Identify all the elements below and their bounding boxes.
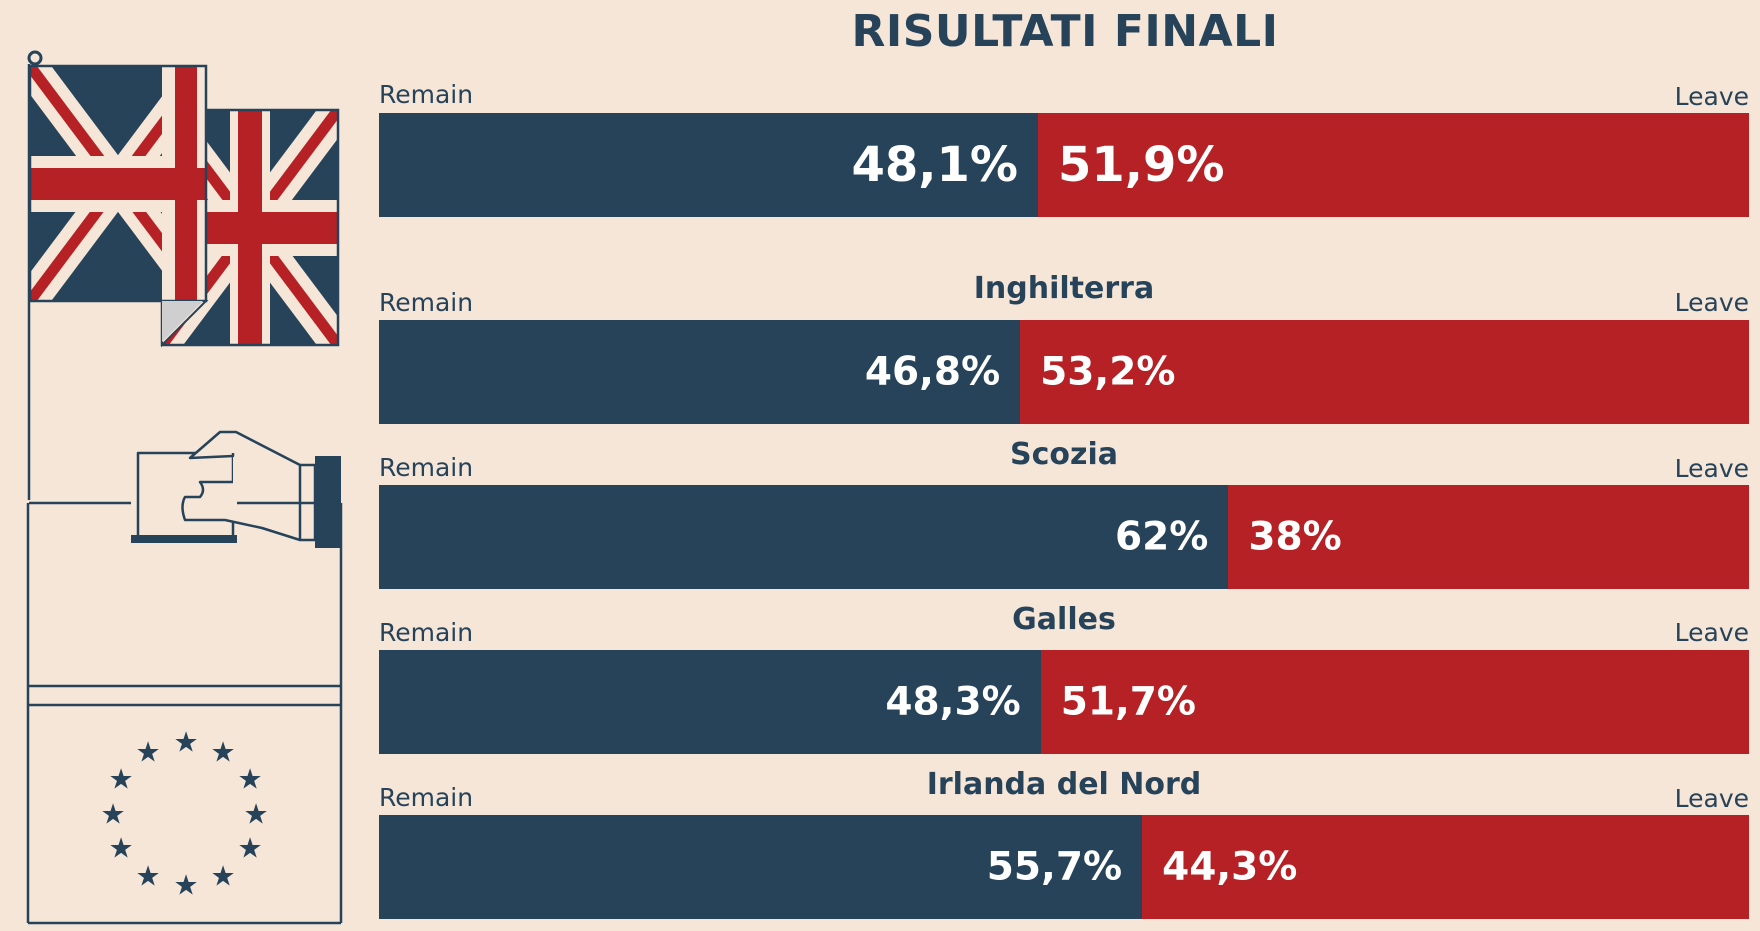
leave-label: Leave bbox=[1674, 618, 1749, 647]
leave-bar: 53,2% bbox=[1020, 320, 1749, 424]
leave-label: Leave bbox=[1674, 454, 1749, 483]
remain-value-label: 46,8% bbox=[864, 349, 1001, 395]
hand-voting-icon bbox=[131, 430, 341, 548]
svg-text:★: ★ bbox=[108, 763, 133, 796]
leave-label: Leave bbox=[1674, 82, 1749, 111]
svg-text:★: ★ bbox=[210, 736, 235, 769]
svg-text:★: ★ bbox=[173, 869, 198, 902]
svg-text:★: ★ bbox=[173, 726, 198, 759]
leave-value-label: 51,7% bbox=[1060, 679, 1197, 725]
illustration: ★ ★ ★ ★ ★ ★ ★ ★ ★ ★ ★ ★ bbox=[26, 50, 343, 925]
chart-title: RISULTATI FINALI bbox=[851, 6, 1279, 57]
leave-value-label: 51,9% bbox=[1057, 137, 1225, 193]
union-jack-flag-icon bbox=[27, 50, 340, 500]
remain-label: Remain bbox=[379, 288, 474, 317]
leave-label: Leave bbox=[1674, 784, 1749, 813]
remain-bar: 48,3% bbox=[379, 650, 1041, 754]
svg-text:★: ★ bbox=[237, 832, 262, 865]
leave-label: Leave bbox=[1674, 288, 1749, 317]
svg-text:★: ★ bbox=[210, 860, 235, 893]
stacked-bar: 46,8% 53,2% bbox=[379, 320, 1749, 424]
svg-text:★: ★ bbox=[108, 832, 133, 865]
leave-bar: 51,7% bbox=[1040, 650, 1749, 754]
remain-value-label: 48,1% bbox=[851, 137, 1018, 193]
leave-bar: 51,9% bbox=[1037, 113, 1749, 217]
stacked-bar: 48,3% 51,7% bbox=[379, 650, 1749, 754]
leave-value-label: 53,2% bbox=[1040, 349, 1176, 395]
svg-text:★: ★ bbox=[100, 798, 125, 831]
remain-label: Remain bbox=[379, 618, 474, 647]
svg-text:★: ★ bbox=[135, 736, 160, 769]
remain-value-label: 48,3% bbox=[885, 679, 1021, 725]
remain-bar: 46,8% bbox=[379, 320, 1021, 424]
svg-text:★: ★ bbox=[237, 763, 262, 796]
remain-label: Remain bbox=[379, 80, 474, 109]
region-title: Inghilterra bbox=[973, 271, 1155, 306]
svg-text:★: ★ bbox=[243, 798, 268, 831]
ballot-box-icon bbox=[26, 501, 343, 925]
leave-value-label: 44,3% bbox=[1162, 844, 1298, 890]
stacked-bar: 62% 38% bbox=[379, 485, 1749, 589]
remain-bar: 48,1% bbox=[379, 113, 1038, 217]
region-title: Irlanda del Nord bbox=[926, 767, 1202, 802]
region-title: Scozia bbox=[1010, 437, 1118, 472]
region-title: Galles bbox=[1012, 602, 1116, 637]
eu-stars-icon: ★ ★ ★ ★ ★ ★ ★ ★ ★ ★ ★ ★ bbox=[100, 726, 268, 902]
remain-label: Remain bbox=[379, 453, 474, 482]
stacked-bar: 48,1% 51,9% bbox=[379, 113, 1749, 217]
remain-value-label: 55,7% bbox=[986, 844, 1123, 890]
remain-bar: 55,7% bbox=[379, 815, 1143, 919]
stacked-bar: 55,7% 44,3% bbox=[379, 815, 1749, 919]
remain-value-label: 62% bbox=[1115, 514, 1209, 560]
svg-text:★: ★ bbox=[135, 860, 160, 893]
leave-bar: 38% bbox=[1228, 485, 1749, 589]
leave-value-label: 38% bbox=[1248, 514, 1342, 560]
remain-label: Remain bbox=[379, 783, 474, 812]
remain-bar: 62% bbox=[379, 485, 1229, 589]
leave-bar: 44,3% bbox=[1142, 815, 1749, 919]
